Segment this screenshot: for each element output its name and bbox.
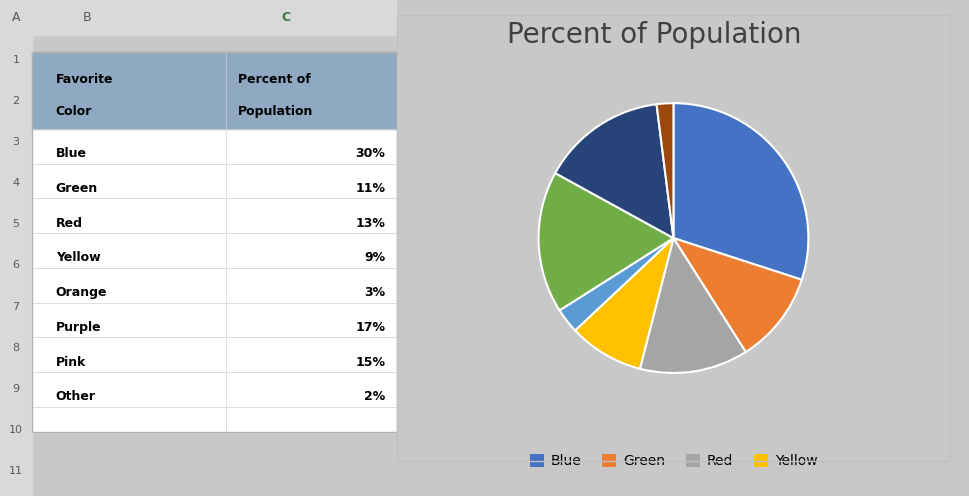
Text: 30%: 30% [356, 147, 386, 160]
Text: 6: 6 [13, 260, 19, 270]
Text: 1: 1 [13, 55, 19, 64]
Bar [0, 35, 32, 496]
Text: 11%: 11% [356, 182, 386, 195]
Wedge shape [576, 238, 673, 369]
Wedge shape [539, 173, 673, 310]
Text: Green: Green [55, 182, 98, 195]
Text: 10: 10 [9, 425, 23, 435]
Text: 3: 3 [13, 137, 19, 147]
Text: Blue: Blue [55, 147, 86, 160]
Text: Other: Other [55, 390, 96, 403]
Text: 7: 7 [13, 302, 19, 311]
Text: 13%: 13% [356, 217, 386, 230]
Text: 2: 2 [13, 96, 19, 106]
Text: Purple: Purple [55, 321, 101, 334]
Wedge shape [673, 238, 801, 352]
Text: Population: Population [238, 105, 314, 118]
Text: 5: 5 [13, 219, 19, 229]
Wedge shape [640, 238, 746, 373]
Bar [0, 0, 397, 35]
Bar [227, 52, 397, 129]
Text: A: A [12, 11, 20, 24]
Text: 11: 11 [9, 466, 23, 476]
Text: 9: 9 [13, 384, 19, 394]
Legend: Orange, Purple, Pink, Other: Orange, Purple, Pink, Other [514, 493, 833, 496]
Text: 9%: 9% [364, 251, 386, 264]
Wedge shape [559, 238, 673, 330]
Text: 4: 4 [13, 178, 19, 188]
Text: 8: 8 [13, 343, 19, 353]
Text: Color: Color [55, 105, 92, 118]
Wedge shape [657, 103, 673, 238]
Text: Favorite: Favorite [55, 73, 113, 86]
Text: B: B [83, 11, 92, 24]
Wedge shape [555, 104, 673, 238]
Text: Orange: Orange [55, 286, 108, 299]
Text: Red: Red [55, 217, 82, 230]
Text: 15%: 15% [356, 356, 386, 369]
Text: C: C [281, 11, 291, 24]
Text: 2%: 2% [364, 390, 386, 403]
Text: 17%: 17% [356, 321, 386, 334]
Text: Pink: Pink [55, 356, 86, 369]
Text: 3%: 3% [364, 286, 386, 299]
Wedge shape [673, 103, 808, 280]
Bar [32, 55, 397, 432]
Text: Yellow: Yellow [55, 251, 100, 264]
Bar [32, 52, 397, 432]
Bar [32, 52, 227, 129]
Text: Percent of: Percent of [238, 73, 311, 86]
Text: Percent of Population: Percent of Population [507, 21, 801, 49]
